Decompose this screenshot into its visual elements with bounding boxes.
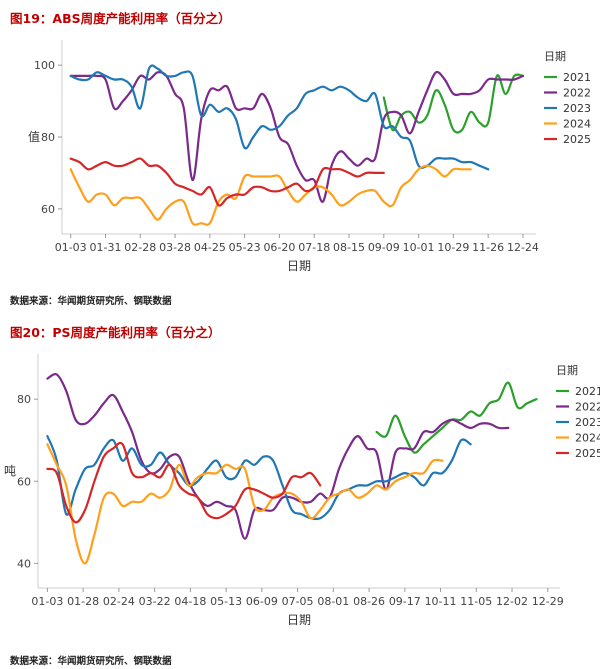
x-tick-label: 02-24 xyxy=(103,595,135,608)
x-tick-label: 07-18 xyxy=(298,241,330,254)
x-tick-label: 10-11 xyxy=(425,595,457,608)
legend-label-2022: 2022 xyxy=(575,401,600,414)
x-tick-label: 04-25 xyxy=(194,241,226,254)
x-tick-label: 01-28 xyxy=(67,595,99,608)
x-axis-title: 日期 xyxy=(287,259,311,273)
series-line-2022 xyxy=(46,372,510,540)
y-tick-label: 60 xyxy=(17,475,31,488)
series-line-2021 xyxy=(375,381,538,454)
x-tick-label: 01-03 xyxy=(31,595,63,608)
x-tick-label: 11-05 xyxy=(460,595,492,608)
x-tick-label: 01-31 xyxy=(90,241,122,254)
x-tick-label: 12-29 xyxy=(532,595,564,608)
series-line-2023 xyxy=(69,64,490,171)
y-tick-label: 80 xyxy=(17,393,31,406)
series-line-2024 xyxy=(69,164,472,226)
legend-label-2021: 2021 xyxy=(563,71,591,84)
x-tick-label: 02-28 xyxy=(124,241,156,254)
y-axis-title: 吨 xyxy=(4,464,16,478)
legend-label-2025: 2025 xyxy=(575,447,600,460)
x-axis-title: 日期 xyxy=(287,613,311,627)
x-tick-label: 06-09 xyxy=(246,595,278,608)
figure-19-source: 数据来源：华闻期货研究所、钢联数据 xyxy=(10,296,172,307)
x-tick-label: 11-26 xyxy=(472,241,504,254)
figure-20-source: 数据来源：华闻期货研究所、钢联数据 xyxy=(10,656,172,667)
legend-label-2021: 2021 xyxy=(575,385,600,398)
legend-label-2024: 2024 xyxy=(575,432,600,445)
x-tick-label: 12-02 xyxy=(496,595,528,608)
legend-title: 日期 xyxy=(556,364,578,377)
y-tick-label: 80 xyxy=(41,131,55,144)
legend-title: 日期 xyxy=(544,50,566,63)
x-tick-label: 08-15 xyxy=(333,241,365,254)
y-tick-label: 100 xyxy=(34,59,55,72)
figure-19-title: 图19：ABS周度产能利用率（百分之） xyxy=(10,11,231,26)
x-tick-label: 09-17 xyxy=(389,595,421,608)
legend-label-2023: 2023 xyxy=(575,416,600,429)
series-line-2021 xyxy=(382,73,525,134)
y-tick-label: 40 xyxy=(17,557,31,570)
x-tick-label: 01-03 xyxy=(55,241,87,254)
x-tick-label: 10-29 xyxy=(437,241,469,254)
x-tick-label: 03-28 xyxy=(159,241,191,254)
x-tick-label: 05-23 xyxy=(229,241,261,254)
x-tick-label: 03-22 xyxy=(139,595,171,608)
figure-20-title: 图20：PS周度产能利用率（百分之） xyxy=(10,325,221,340)
abs-utilization-chart: 60 80 100 01-03 01-31 02-28 03-28 04-25 05-23 06-… xyxy=(28,40,591,273)
x-tick-label: 05-13 xyxy=(210,595,242,608)
y-axis-title: 值 xyxy=(28,129,40,144)
legend-label-2025: 2025 xyxy=(563,133,591,146)
x-tick-label: 04-18 xyxy=(174,595,206,608)
x-tick-label: 12-24 xyxy=(507,241,539,254)
x-tick-label: 07-05 xyxy=(282,595,314,608)
legend-label-2023: 2023 xyxy=(563,102,591,115)
series-line-2023 xyxy=(46,435,472,521)
y-tick-label: 60 xyxy=(41,203,55,216)
legend-label-2022: 2022 xyxy=(563,87,591,100)
series-line-2025 xyxy=(46,441,322,524)
x-tick-label: 08-01 xyxy=(317,595,349,608)
series-line-2025 xyxy=(69,157,385,207)
series-line-2024 xyxy=(46,443,444,565)
series-line-2022 xyxy=(69,70,525,203)
x-tick-label: 09-09 xyxy=(368,241,400,254)
legend-label-2024: 2024 xyxy=(563,118,591,131)
x-tick-label: 06-20 xyxy=(263,241,295,254)
x-tick-label: 08-26 xyxy=(353,595,385,608)
ps-utilization-chart: 40 60 80 01-03 01-28 02-24 03-22 04-18 05-13 06-0… xyxy=(4,354,600,627)
x-tick-label: 10-01 xyxy=(403,241,435,254)
